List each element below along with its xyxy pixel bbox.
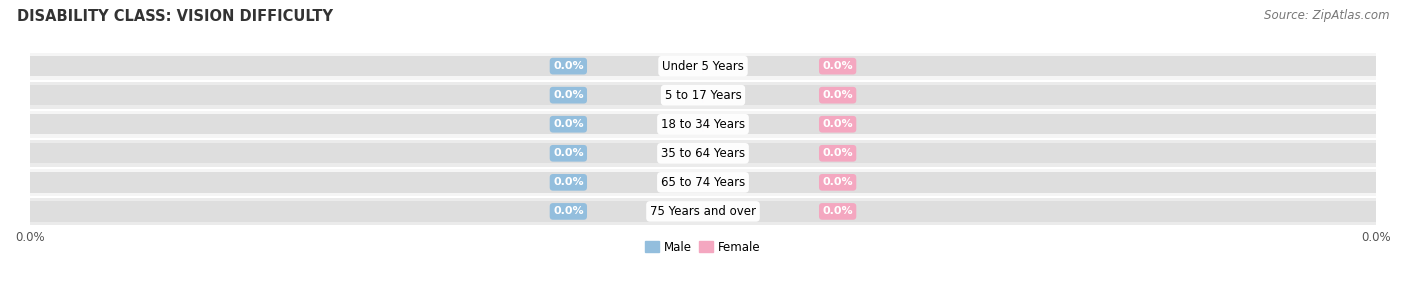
Text: 0.0%: 0.0%	[553, 206, 583, 217]
Bar	[30, 172, 1376, 192]
Bar	[30, 168, 1376, 197]
Text: 0.0%: 0.0%	[823, 206, 853, 217]
Bar	[30, 52, 1376, 81]
Text: 35 to 64 Years: 35 to 64 Years	[661, 147, 745, 160]
Bar	[30, 201, 1376, 221]
Text: 65 to 74 Years: 65 to 74 Years	[661, 176, 745, 189]
Text: 0.0%: 0.0%	[553, 177, 583, 187]
Text: 5 to 17 Years: 5 to 17 Years	[665, 89, 741, 102]
Text: 0.0%: 0.0%	[553, 90, 583, 100]
Text: 18 to 34 Years: 18 to 34 Years	[661, 118, 745, 131]
Bar	[30, 197, 1376, 226]
Text: 0.0%: 0.0%	[553, 148, 583, 158]
Text: 0.0%: 0.0%	[553, 119, 583, 129]
Text: 0.0%: 0.0%	[823, 177, 853, 187]
Bar	[30, 81, 1376, 110]
Text: Source: ZipAtlas.com: Source: ZipAtlas.com	[1264, 9, 1389, 22]
Bar	[30, 114, 1376, 135]
Legend: Male, Female: Male, Female	[641, 236, 765, 258]
Text: 0.0%: 0.0%	[553, 61, 583, 71]
Text: 0.0%: 0.0%	[823, 119, 853, 129]
Bar	[30, 56, 1376, 76]
Text: 75 Years and over: 75 Years and over	[650, 205, 756, 218]
Text: DISABILITY CLASS: VISION DIFFICULTY: DISABILITY CLASS: VISION DIFFICULTY	[17, 9, 333, 24]
Text: Under 5 Years: Under 5 Years	[662, 60, 744, 73]
Text: 0.0%: 0.0%	[823, 61, 853, 71]
Bar	[30, 143, 1376, 163]
Text: 0.0%: 0.0%	[823, 148, 853, 158]
Bar	[30, 110, 1376, 139]
Text: 0.0%: 0.0%	[823, 90, 853, 100]
Bar	[30, 85, 1376, 105]
Bar	[30, 139, 1376, 168]
